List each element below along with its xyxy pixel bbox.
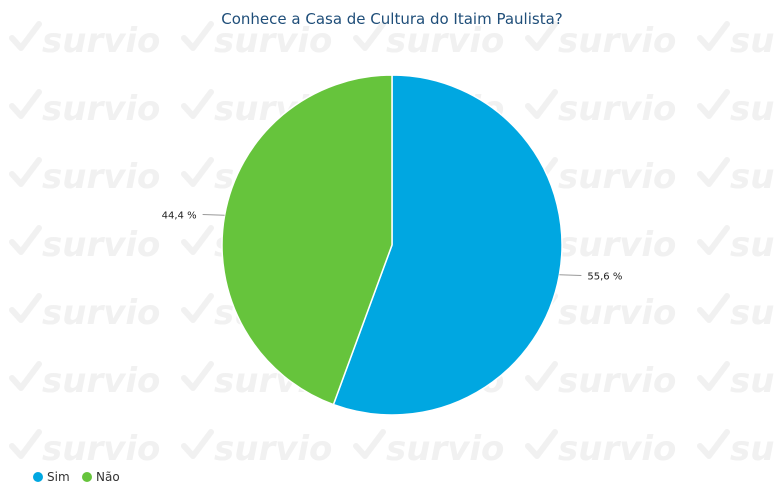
watermark-text: survio	[42, 21, 160, 61]
watermark-text: survio	[558, 89, 676, 129]
legend-item: Não	[82, 470, 120, 484]
checkmark-icon	[181, 429, 214, 459]
checkmark-icon	[697, 293, 730, 323]
checkmark-icon	[181, 89, 214, 119]
watermark-tile: survio	[9, 157, 160, 197]
pie-slices	[221, 74, 563, 416]
watermark-tile: survio	[9, 361, 160, 401]
pie-slice-nao	[221, 74, 393, 406]
watermark-text: survio	[730, 21, 774, 61]
watermark-text: survio	[730, 89, 774, 129]
watermark-tile: survio	[697, 429, 774, 469]
checkmark-icon	[525, 361, 558, 391]
watermark-tile: survio	[697, 157, 774, 197]
pie-slice-sim	[332, 74, 563, 416]
watermark-text: survio	[386, 429, 504, 469]
watermark-text: survio	[558, 293, 676, 333]
watermark-tile: survio	[353, 21, 504, 61]
legend-label: Não	[96, 470, 120, 484]
watermark-tile: survio	[525, 361, 676, 401]
checkmark-icon	[697, 157, 730, 187]
checkmark-icon	[525, 89, 558, 119]
checkmark-icon	[181, 157, 214, 187]
label-connector	[202, 214, 225, 216]
watermark-tile: survio	[525, 21, 676, 61]
chart-title: Conhece a Casa de Cultura do Itaim Pauli…	[221, 10, 562, 28]
watermark-text: survio	[558, 157, 676, 197]
checkmark-icon	[697, 89, 730, 119]
legend: Sim Não	[33, 470, 120, 484]
checkmark-icon	[697, 429, 730, 459]
checkmark-icon	[697, 361, 730, 391]
watermark-text: survio	[214, 429, 332, 469]
watermark-text: survio	[386, 21, 504, 61]
watermark-tile: survio	[181, 429, 332, 469]
label-connector	[559, 274, 582, 276]
watermark-tile: survio	[697, 21, 774, 61]
checkmark-icon	[181, 293, 214, 323]
checkmark-icon	[181, 21, 214, 51]
watermark-tile: survio	[525, 89, 676, 129]
watermark-text: survio	[42, 293, 160, 333]
checkmark-icon	[525, 429, 558, 459]
watermark-text: survio	[730, 293, 774, 333]
watermark-text: survio	[42, 157, 160, 197]
checkmark-icon	[181, 361, 214, 391]
legend-marker	[82, 472, 92, 482]
watermark-text: survio	[558, 429, 676, 469]
watermark-tile: survio	[353, 429, 504, 469]
legend-label: Sim	[47, 470, 70, 484]
watermark-text: survio	[214, 21, 332, 61]
watermark-text: survio	[730, 361, 774, 401]
checkmark-icon	[9, 429, 42, 459]
checkmark-icon	[697, 21, 730, 51]
watermark-text: survio	[42, 361, 160, 401]
watermark-text: survio	[730, 225, 774, 265]
checkmark-icon	[353, 21, 386, 51]
legend-item: Sim	[33, 470, 70, 484]
data-label: 44,4 %	[162, 211, 197, 222]
checkmark-icon	[9, 293, 42, 323]
checkmark-icon	[181, 225, 214, 255]
watermark-text: survio	[42, 225, 160, 265]
watermark-tile: survio	[9, 293, 160, 333]
checkmark-icon	[353, 429, 386, 459]
watermark-tile: survio	[697, 361, 774, 401]
data-labels: 55,6 % 44,4 %	[162, 211, 623, 283]
watermark-tile: survio	[9, 89, 160, 129]
watermark-text: survio	[558, 225, 676, 265]
checkmark-icon	[9, 225, 42, 255]
checkmark-icon	[697, 225, 730, 255]
watermark-tile: survio	[9, 429, 160, 469]
checkmark-icon	[525, 21, 558, 51]
watermark-layer: survio survio survio survio survio survio surv…	[9, 21, 774, 469]
checkmark-icon	[9, 157, 42, 187]
legend-marker	[33, 472, 43, 482]
watermark-tile: survio	[525, 429, 676, 469]
watermark-tile: survio	[697, 293, 774, 333]
watermark-tile: survio	[9, 225, 160, 265]
watermark-text: survio	[730, 429, 774, 469]
watermark-tile: survio	[9, 21, 160, 61]
data-label: 55,6 %	[587, 271, 622, 282]
checkmark-icon	[9, 21, 42, 51]
checkmark-icon	[9, 89, 42, 119]
watermark-tile: survio	[697, 89, 774, 129]
watermark-text: survio	[42, 89, 160, 129]
checkmark-icon	[9, 361, 42, 391]
watermark-tile: survio	[697, 225, 774, 265]
watermark-text: survio	[42, 429, 160, 469]
watermark-text: survio	[558, 21, 676, 61]
watermark-text: survio	[558, 361, 676, 401]
watermark-tile: survio	[181, 21, 332, 61]
watermark-text: survio	[730, 157, 774, 197]
